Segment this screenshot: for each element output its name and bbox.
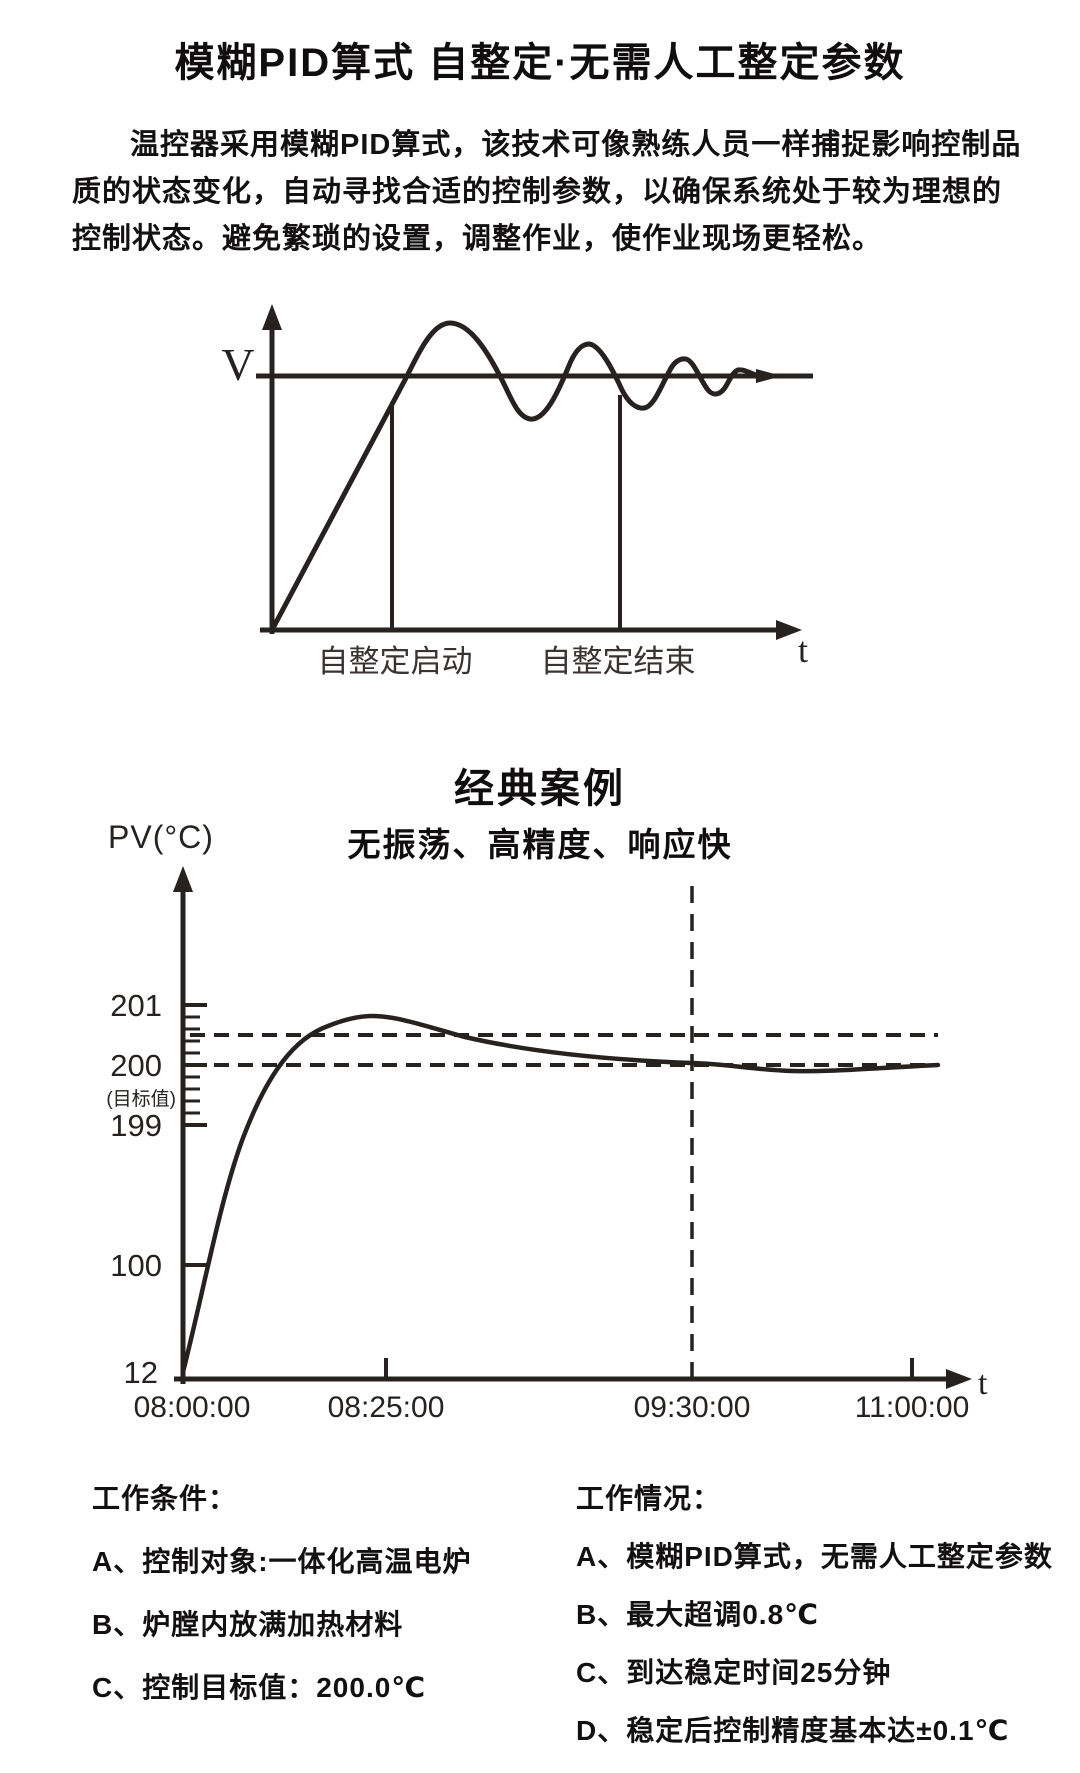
c2-xtick-0800: 08:00:00 [134,1391,251,1424]
c2-y-minor-ticks [183,1015,200,1115]
work-conditions: 工作条件： A、控制对象:一体化高温电炉 B、炉膛内放满加热材料 C、控制目标值… [92,1480,562,1707]
work-results-item-b: B、最大超调0.8℃ [576,1599,820,1630]
work-results: 工作情况： A、模糊PID算式，无需人工整定参数 B、最大超调0.8℃ C、到达… [576,1480,1056,1750]
work-conditions-item-a: A、控制对象:一体化高温电炉 [92,1546,472,1577]
c2-xtick-0825: 08:25:00 [328,1391,445,1424]
intro-paragraph: 温控器采用模糊PID算式，该技术可像熟练人员一样捕捉影响控制品 质的状态变化，自… [72,122,1022,263]
c2-target-note: (目标值) [106,1088,176,1110]
autotune-diagram: V t 自整定启动 自整定结束 [221,304,813,679]
c2-xtick-0930: 09:30:00 [634,1391,751,1424]
d1-y-label: V [221,339,254,390]
case-chart: PV(°C) 201 200 (目标值) 199 100 12 08:00:00… [106,819,988,1424]
c2-ytick-100: 100 [110,1248,162,1283]
c2-y-axis-title: PV(°C) [108,819,214,855]
c2-ytick-200: 200 [110,1048,162,1083]
d1-curve-arrow-icon [756,369,782,383]
intro-line-3: 控制状态。避免繁琐的设置，调整作业，使作业现场更轻松。 [72,223,883,255]
work-results-heading: 工作情况： [576,1483,722,1514]
case-subheading: 无振荡、高精度、响应快 [347,826,733,863]
c2-ytick-12: 12 [124,1355,158,1390]
c2-xtick-1100: 11:00:00 [855,1391,970,1424]
c2-ytick-201: 201 [110,988,162,1023]
work-conditions-heading: 工作条件： [92,1483,238,1514]
c2-x-axis-title: t [978,1365,988,1402]
work-results-item-a: A、模糊PID算式，无需人工整定参数 [576,1541,1053,1572]
d1-y-axis-arrow-icon [262,304,282,330]
page-title: 模糊PID算式 自整定·无需人工整定参数 [174,41,906,85]
c2-ytick-199: 199 [110,1108,162,1143]
intro-line-1: 温控器采用模糊PID算式，该技术可像熟练人员一样捕捉影响控制品 [130,129,1022,161]
d1-start-label: 自整定启动 [318,644,473,679]
work-conditions-item-c: C、控制目标值：200.0℃ [92,1672,427,1703]
d1-x-axis-arrow-icon [776,620,802,640]
c2-x-ticks [384,1358,914,1379]
c2-pv-curve [180,1013,941,1375]
intro-line-2: 质的状态变化，自动寻找合适的控制参数，以确保系统处于较为理想的 [72,176,1003,208]
d1-end-label: 自整定结束 [541,644,696,679]
work-results-item-c: C、到达稳定时间25分钟 [576,1657,892,1688]
case-heading: 经典案例 [454,767,626,811]
d1-response-curve [269,320,769,633]
c2-x-axis-arrow-icon [946,1369,972,1389]
work-results-item-d: D、稳定后控制精度基本达±0.1℃ [576,1715,1010,1746]
d1-x-label: t [798,630,808,670]
work-conditions-item-b: B、炉膛内放满加热材料 [92,1609,404,1640]
c2-y-axis-arrow-icon [173,866,193,892]
c2-y-major-ticks [183,1003,207,1267]
